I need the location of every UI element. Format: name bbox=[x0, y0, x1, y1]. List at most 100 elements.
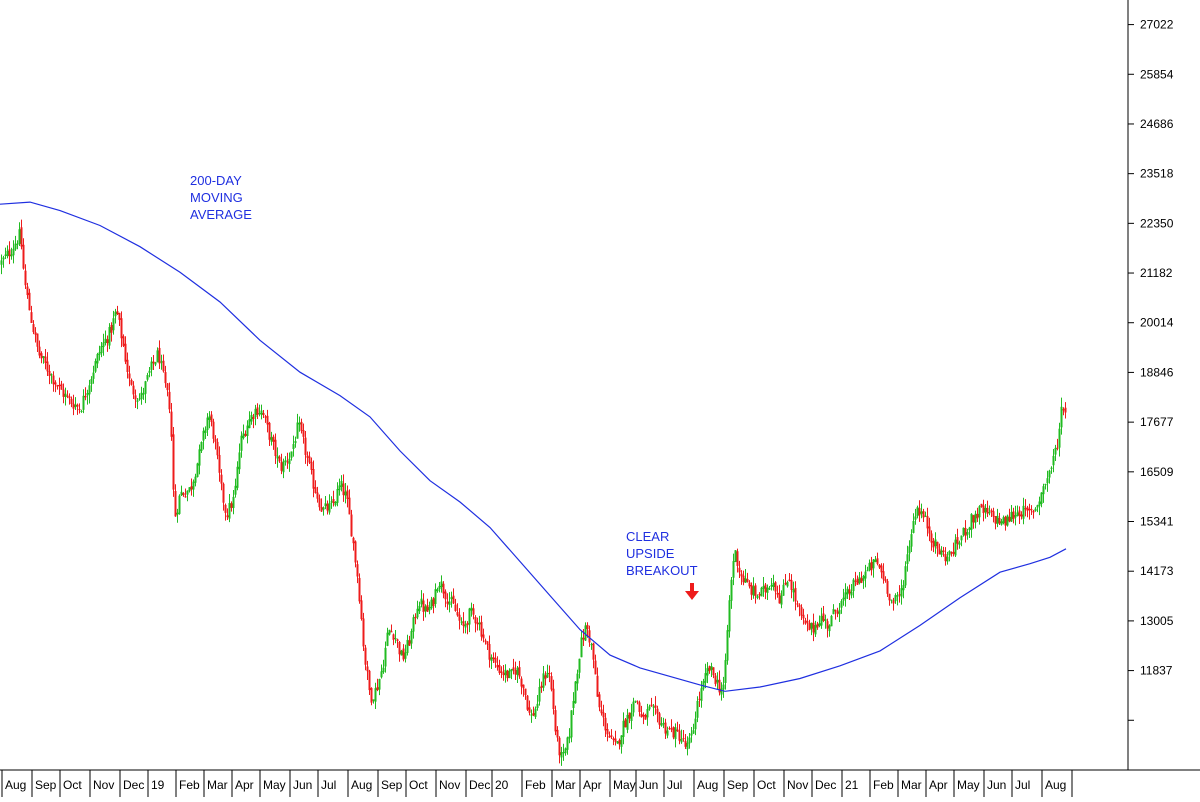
candle-body bbox=[58, 384, 61, 386]
candle-body bbox=[574, 681, 577, 704]
candle-body bbox=[418, 605, 421, 612]
candle-body bbox=[938, 548, 941, 555]
y-tick-label: 27022 bbox=[1140, 18, 1174, 32]
candle-body bbox=[566, 737, 569, 750]
candle-body bbox=[378, 678, 381, 690]
annotation-text: BREAKOUT bbox=[626, 563, 698, 578]
candle-body bbox=[456, 612, 459, 616]
candle-body bbox=[146, 375, 149, 380]
candle-body bbox=[72, 403, 75, 409]
candle-body bbox=[382, 667, 385, 673]
candle-body bbox=[818, 623, 821, 627]
annotations-group: 200-DAY MOVING AVERAGE CLEAR UPSIDE BREAKOUT bbox=[190, 173, 699, 600]
candle-body bbox=[194, 476, 197, 483]
x-tick-label: Jul bbox=[1015, 778, 1030, 792]
candle-body bbox=[410, 631, 413, 644]
candle-body bbox=[442, 583, 445, 594]
candle-body bbox=[1018, 510, 1021, 517]
candle-body bbox=[120, 318, 123, 339]
candle-body bbox=[80, 410, 83, 412]
candle-body bbox=[912, 521, 915, 533]
x-tick-label: Sep bbox=[35, 778, 57, 792]
candle-body bbox=[708, 666, 711, 672]
candle-body bbox=[622, 720, 625, 737]
y-tick-label: 22350 bbox=[1140, 216, 1174, 230]
candle-body bbox=[588, 630, 591, 643]
candle-body bbox=[502, 672, 505, 676]
candle-body bbox=[192, 481, 195, 490]
candle-body bbox=[368, 670, 371, 691]
candle-body bbox=[1006, 515, 1009, 526]
candle-body bbox=[768, 588, 771, 590]
candle-body bbox=[236, 466, 239, 488]
candle-body bbox=[4, 254, 7, 256]
candle-body bbox=[864, 571, 867, 579]
candle-body bbox=[202, 430, 205, 441]
candle-body bbox=[618, 739, 621, 745]
candle-body bbox=[762, 586, 765, 589]
candle-body bbox=[764, 584, 767, 593]
candle-body bbox=[308, 456, 311, 463]
candle-body bbox=[454, 604, 457, 611]
candle-body bbox=[226, 515, 229, 518]
candle-body bbox=[694, 718, 697, 730]
candle-body bbox=[1062, 409, 1065, 411]
candle-body bbox=[584, 625, 587, 641]
candle-body bbox=[14, 243, 17, 250]
candle-body bbox=[264, 416, 267, 418]
candle-body bbox=[820, 615, 823, 626]
candle-body bbox=[672, 727, 675, 738]
candle-body bbox=[648, 706, 651, 710]
candle-body bbox=[916, 507, 919, 517]
candle-body bbox=[292, 444, 295, 449]
candle-body bbox=[744, 578, 747, 583]
candle-body bbox=[274, 439, 277, 457]
candle-body bbox=[266, 415, 269, 425]
candle-body bbox=[702, 681, 705, 689]
candle-body bbox=[734, 550, 737, 562]
candle-body bbox=[1036, 505, 1039, 508]
x-tick-label: Feb bbox=[525, 778, 546, 792]
candle-body bbox=[160, 361, 163, 363]
y-tick-label: 13005 bbox=[1140, 614, 1174, 628]
annotation-text: 200-DAY bbox=[190, 173, 242, 188]
candle-body bbox=[748, 582, 751, 587]
x-tick-label: Nov bbox=[787, 778, 808, 792]
candle-body bbox=[948, 551, 951, 556]
candle-body bbox=[254, 408, 257, 418]
candle-body bbox=[596, 675, 599, 697]
candle-body bbox=[838, 609, 841, 615]
candle-body bbox=[884, 579, 887, 582]
candle-body bbox=[806, 621, 809, 623]
candle-body bbox=[172, 434, 175, 490]
candle-body bbox=[594, 660, 597, 675]
y-tick-label: 24686 bbox=[1140, 117, 1174, 131]
candle-body bbox=[376, 687, 379, 691]
candle-body bbox=[150, 361, 153, 370]
candle-body bbox=[56, 384, 59, 387]
candle-body bbox=[346, 490, 349, 499]
candle-body bbox=[1054, 447, 1057, 455]
y-tick-label: 23518 bbox=[1140, 167, 1174, 181]
candle-body bbox=[842, 597, 845, 601]
candle-body bbox=[678, 730, 681, 741]
candle-body bbox=[478, 622, 481, 625]
candle-body bbox=[656, 708, 659, 714]
candle-body bbox=[500, 671, 503, 673]
candle-body bbox=[272, 436, 275, 442]
candle-body bbox=[804, 620, 807, 624]
candle-body bbox=[496, 664, 499, 668]
candle-body bbox=[472, 608, 475, 615]
candle-body bbox=[1020, 514, 1023, 517]
candle-body bbox=[564, 748, 567, 754]
candle-body bbox=[828, 625, 831, 632]
candle-body bbox=[922, 511, 925, 518]
candle-body bbox=[856, 578, 859, 585]
x-tick-label: Mar bbox=[207, 778, 228, 792]
candle-body bbox=[10, 254, 13, 257]
candle-body bbox=[344, 491, 347, 496]
candle-body bbox=[552, 688, 555, 710]
candle-body bbox=[952, 551, 955, 555]
candle-body bbox=[86, 393, 89, 396]
